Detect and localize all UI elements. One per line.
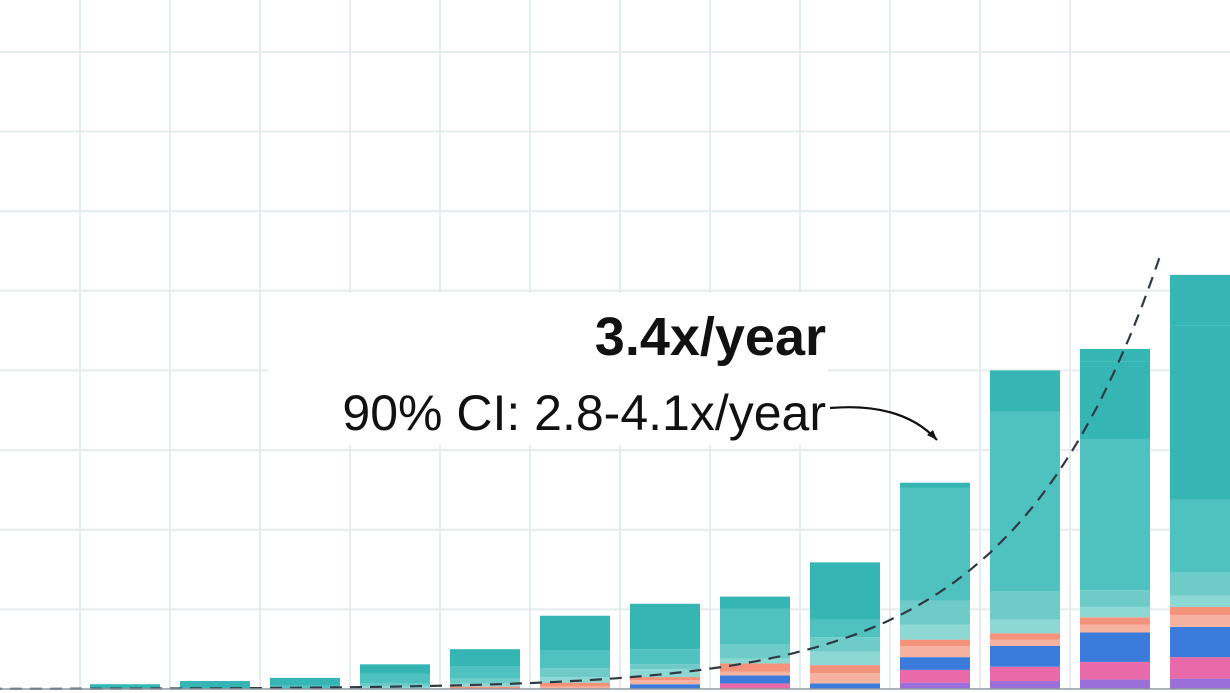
trend-line — [0, 255, 1162, 690]
bar-segment — [630, 649, 700, 665]
bar-segment — [1170, 678, 1230, 689]
bar-segment — [990, 411, 1060, 592]
annotation-arrowhead — [927, 430, 937, 440]
bar-segment — [540, 686, 610, 689]
bar-segment — [810, 637, 880, 652]
bar-4 — [360, 664, 430, 689]
bar-12 — [1080, 348, 1150, 689]
bar-5 — [450, 649, 520, 689]
bar-6 — [540, 615, 610, 689]
bar-segment — [360, 664, 430, 674]
bar-segment — [720, 596, 790, 609]
bar-segment — [450, 683, 520, 687]
bar-segment — [900, 487, 970, 601]
bar-1 — [90, 684, 160, 689]
bar-segment — [720, 675, 790, 684]
bar-segment — [810, 673, 880, 684]
bar-segment — [1170, 626, 1230, 658]
bar-segment — [360, 683, 430, 687]
bar-segment — [990, 681, 1060, 689]
bar-segment — [990, 639, 1060, 646]
bar-segment — [990, 666, 1060, 682]
annotation-callout: 3.4x/year 90% CI: 2.8-4.1x/year — [268, 293, 938, 445]
bar-segment — [1080, 661, 1150, 680]
bar-segment — [630, 669, 700, 678]
bar-segment — [1080, 348, 1150, 362]
bar-segment — [900, 682, 970, 689]
bar-segment — [1170, 325, 1230, 500]
annotation-background — [268, 293, 828, 445]
bar-segment — [990, 619, 1060, 634]
bar-segment — [630, 664, 700, 670]
bar-segment — [1080, 590, 1150, 607]
bar-segment — [810, 562, 880, 620]
bar-segment — [270, 677, 340, 686]
bar-segment — [990, 591, 1060, 620]
bar-segment — [630, 680, 700, 685]
bar-segment — [720, 644, 790, 659]
bar-segment — [1170, 274, 1230, 326]
bar-segment — [450, 678, 520, 684]
bar-segment — [900, 639, 970, 646]
bar-segment — [900, 624, 970, 640]
bar-segment — [360, 673, 430, 684]
bar-segment — [1080, 632, 1150, 662]
bar-segment — [720, 663, 790, 672]
bar-segment — [1080, 624, 1150, 633]
bar-8 — [720, 596, 790, 689]
bar-7 — [630, 603, 700, 689]
bar-segment — [900, 645, 970, 658]
bar-segment — [180, 681, 250, 689]
bar-segment — [1170, 614, 1230, 627]
bar-segment — [900, 600, 970, 625]
bar-segment — [1170, 606, 1230, 615]
bar-9 — [810, 562, 880, 689]
bar-segment — [450, 649, 520, 667]
bar-10 — [900, 482, 970, 689]
bar-segment — [630, 603, 700, 650]
bar-segment — [360, 686, 430, 689]
bar-segment — [270, 685, 340, 689]
bar-segment — [720, 683, 790, 689]
bar-segment — [540, 682, 610, 687]
bar-segment — [1170, 499, 1230, 573]
bar-segment — [720, 608, 790, 645]
ci-annotation: 90% CI: 2.8-4.1x/year — [342, 385, 826, 441]
bar-segment — [540, 668, 610, 678]
bar-segment — [450, 686, 520, 689]
bar-segment — [1080, 606, 1150, 618]
bar-segment — [990, 633, 1060, 640]
bar-segment — [90, 684, 160, 689]
bar-13 — [1170, 274, 1230, 689]
bar-segment — [1080, 361, 1150, 440]
bar-segment — [1170, 572, 1230, 596]
bar-segment — [810, 683, 880, 689]
bar-2 — [180, 681, 250, 689]
bar-segment — [1080, 439, 1150, 591]
bar-segment — [630, 677, 700, 681]
bar-segment — [900, 669, 970, 683]
bar-segment — [810, 665, 880, 674]
bar-segment — [990, 370, 1060, 412]
bar-segment — [1170, 657, 1230, 679]
bar-segment — [900, 657, 970, 670]
bar-3 — [270, 677, 340, 689]
bar-segment — [450, 666, 520, 679]
bar-segment — [630, 684, 700, 689]
bar-segment — [720, 671, 790, 676]
bar-segment — [900, 482, 970, 488]
bar-segment — [1170, 595, 1230, 607]
bar-segment — [810, 651, 880, 666]
bar-segment — [1080, 617, 1150, 625]
rate-annotation: 3.4x/year — [595, 307, 826, 367]
bars-group — [90, 274, 1230, 689]
bar-segment — [990, 645, 1060, 667]
bar-segment — [540, 650, 610, 669]
bar-segment — [540, 615, 610, 651]
bar-11 — [990, 370, 1060, 689]
bar-segment — [810, 619, 880, 638]
annotation-arrow — [829, 406, 938, 441]
bar-segment — [1080, 679, 1150, 689]
